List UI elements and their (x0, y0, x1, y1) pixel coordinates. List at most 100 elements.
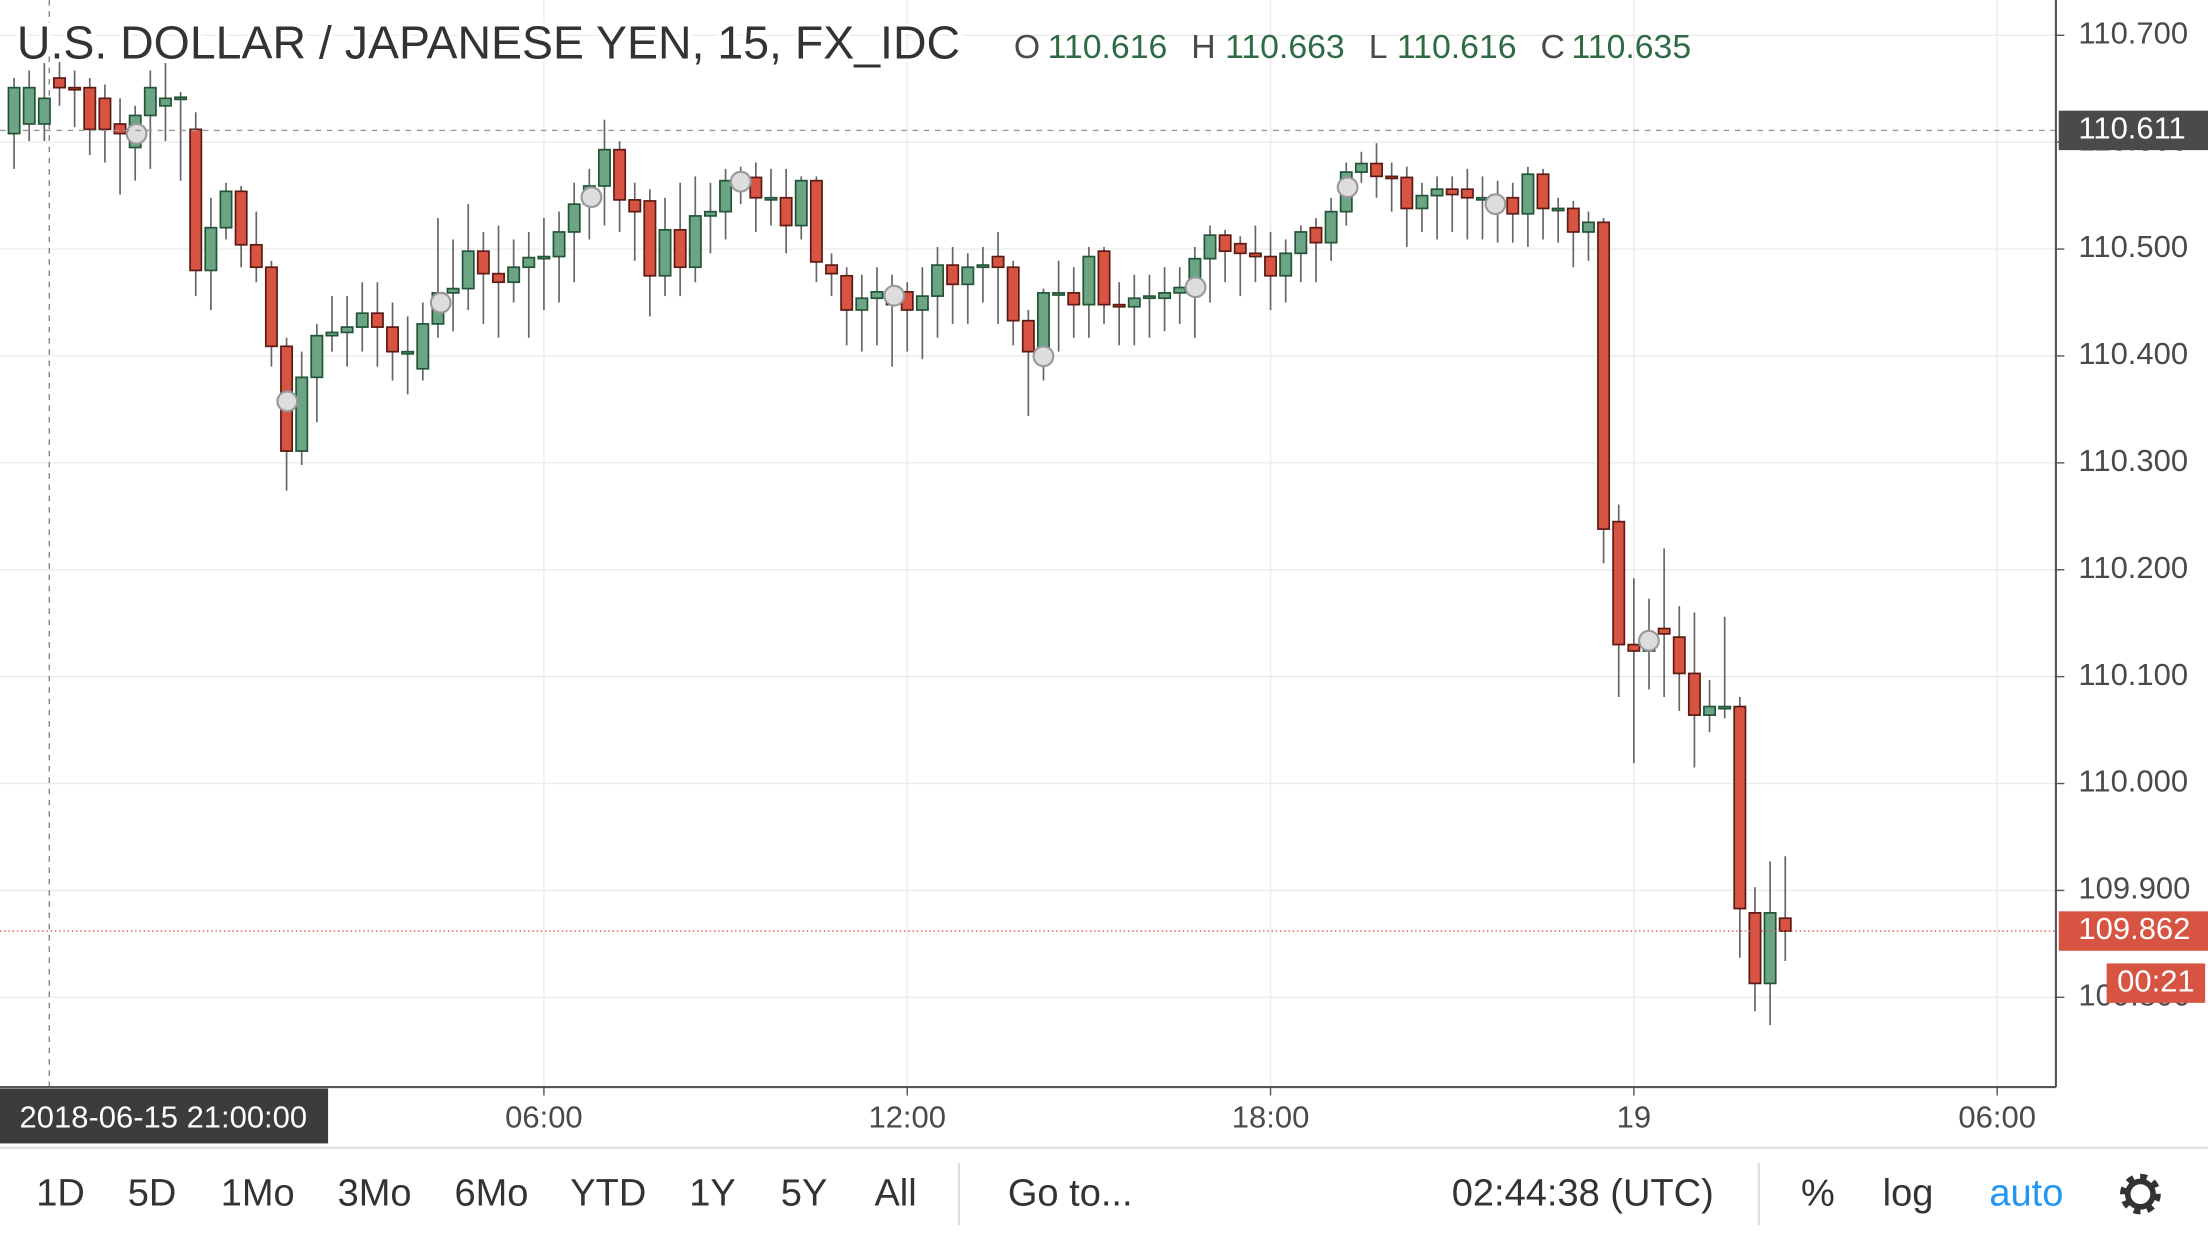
candle-body (386, 326, 400, 353)
candle-body (113, 123, 127, 135)
x-tick-label: 06:00 (505, 1100, 582, 1135)
candle-body (1445, 188, 1459, 196)
candle-body (779, 196, 793, 227)
countdown-label: 00:21 (2117, 963, 2195, 998)
log-button[interactable]: log (1883, 1173, 1934, 1215)
candle-body (613, 148, 627, 201)
range-button[interactable]: 5Y (781, 1173, 828, 1215)
candle-body (370, 312, 384, 328)
goto-button[interactable]: Go to... (1008, 1173, 1133, 1215)
ohlc-label: H (1191, 28, 1215, 66)
candle-body (1506, 196, 1520, 215)
axes: 109.800109.900110.000110.100110.200110.3… (505, 15, 2208, 1135)
last-price-label: 109.862 (2078, 911, 2190, 946)
x-tick-label: 12:00 (868, 1100, 946, 1135)
candle-body (401, 350, 415, 355)
candle-body (840, 274, 854, 311)
event-marker[interactable] (1032, 345, 1055, 368)
candle-body (567, 203, 581, 233)
candle-body (991, 255, 1005, 269)
event-marker[interactable] (1184, 276, 1207, 299)
ohlc-value: 110.635 (1572, 28, 1692, 66)
candle-body (1294, 231, 1308, 255)
candle-body (1006, 266, 1020, 322)
range-button[interactable]: All (874, 1173, 916, 1215)
candle-body (295, 376, 309, 452)
event-marker[interactable] (125, 122, 148, 145)
ohlc-value: 110.663 (1225, 28, 1345, 66)
candle-body (870, 290, 884, 300)
candle-body (1415, 194, 1429, 210)
candle-body (1400, 176, 1414, 210)
candle-body (310, 334, 324, 379)
candle-body (1370, 162, 1383, 178)
event-marker[interactable] (1638, 629, 1660, 652)
candle-body (264, 266, 278, 348)
ohlc-label: C (1541, 28, 1565, 66)
candle-body (22, 86, 36, 125)
range-button[interactable]: 3Mo (338, 1173, 412, 1215)
candle-body (688, 215, 702, 269)
candle-body (1324, 210, 1338, 244)
range-button[interactable]: 1Y (689, 1173, 736, 1215)
event-marker[interactable] (729, 170, 752, 193)
candle-body (1748, 912, 1762, 985)
event-marker[interactable] (1484, 193, 1507, 216)
candle-body (1233, 242, 1247, 255)
candle-body (1097, 250, 1111, 306)
y-tick-label: 110.500 (2078, 229, 2188, 264)
candle-body (1354, 162, 1368, 173)
candle-body (1279, 252, 1293, 277)
candle-body (961, 266, 975, 286)
candle-body (492, 272, 505, 284)
candle-body (1627, 643, 1641, 652)
candle-body (628, 199, 642, 213)
candle-body (794, 179, 808, 227)
auto-button[interactable]: auto (1989, 1173, 2063, 1215)
candle-body (446, 287, 460, 294)
candle-body (249, 243, 263, 269)
chart-title: U.S. DOLLAR / JAPANESE YEN, 15, FX_IDC (17, 17, 960, 69)
candle-body (507, 266, 521, 284)
countdown-badge (2106, 963, 2206, 1003)
candle-body (1112, 303, 1126, 308)
event-markers (125, 122, 1660, 652)
candle-body (946, 264, 960, 286)
candle-body (1566, 207, 1580, 233)
candle-body (1672, 636, 1686, 675)
candle-body (1551, 207, 1565, 212)
candle-body (825, 264, 839, 275)
candle-body (597, 148, 611, 187)
range-button[interactable]: 6Mo (454, 1173, 528, 1215)
candle-body (1142, 295, 1156, 300)
range-button[interactable]: YTD (570, 1173, 646, 1215)
event-marker[interactable] (1336, 176, 1359, 199)
candle-body (915, 295, 929, 311)
settings-button[interactable] (2119, 1173, 2161, 1215)
candle-body (1021, 319, 1035, 353)
candle-body (1036, 292, 1050, 353)
candle-body (37, 97, 51, 125)
crosshair-price-badge (2058, 110, 2208, 151)
candle-body (355, 312, 369, 328)
candle-body (7, 86, 21, 135)
candle-body (1173, 286, 1187, 294)
event-marker[interactable] (276, 390, 299, 413)
event-marker[interactable] (580, 186, 603, 209)
ohlc-value: 110.616 (1048, 28, 1168, 66)
candle-body (189, 128, 203, 272)
percent-button[interactable]: % (1801, 1173, 1835, 1215)
candle-body (552, 231, 566, 258)
candle-body (234, 190, 248, 246)
toolbar: 1D 5D 1Mo 3Mo 6Mo YTD 1Y 5Y All Go to...… (0, 1146, 2208, 1226)
event-marker[interactable] (429, 291, 452, 314)
range-button[interactable]: 1D (36, 1173, 85, 1215)
candle-body (461, 250, 475, 290)
range-button[interactable]: 1Mo (221, 1173, 295, 1215)
event-marker[interactable] (883, 284, 906, 307)
candle-body (1536, 173, 1550, 210)
candle-body (1612, 520, 1626, 646)
range-button[interactable]: 5D (128, 1173, 177, 1215)
y-tick-label: 110.000 (2078, 764, 2188, 799)
